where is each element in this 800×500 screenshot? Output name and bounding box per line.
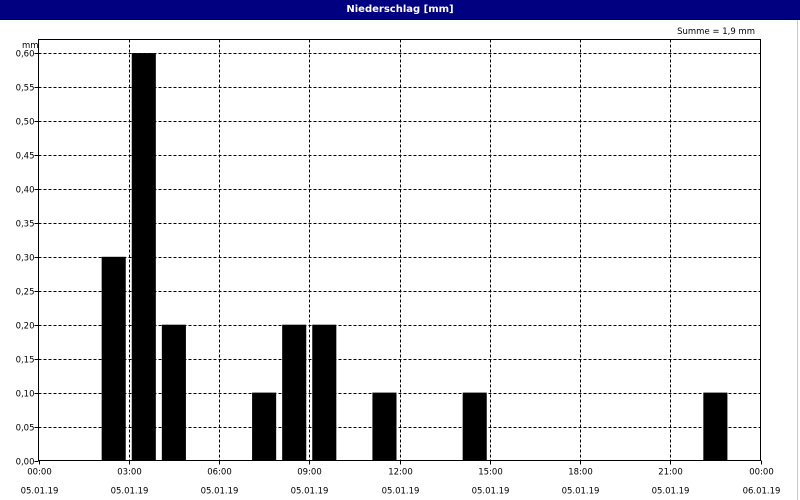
x-tick-date-label: 05.01.19 — [111, 487, 149, 497]
y-tick-label: 0,25 — [16, 288, 35, 298]
x-tick-time-label: 06:00 — [207, 468, 232, 478]
x-tick-time-label: 12:00 — [388, 468, 413, 478]
y-tick-label: 0,30 — [16, 254, 35, 264]
y-tick-label: 0,35 — [16, 220, 35, 230]
precipitation-bar — [282, 324, 307, 461]
x-tick-date-label: 06.01.19 — [743, 487, 781, 497]
y-tick-label: 0,50 — [16, 118, 35, 128]
x-tick-time-label: 09:00 — [297, 468, 322, 478]
grid — [38, 39, 761, 461]
y-tick-label: 0,00 — [16, 458, 35, 468]
chart-title: Niederschlag [mm] — [346, 4, 454, 15]
x-tick-time-label: 15:00 — [478, 468, 503, 478]
y-tick-label: 0,55 — [16, 84, 35, 94]
x-tick-time-label: 03:00 — [117, 468, 142, 478]
x-tick-date-label: 05.01.19 — [652, 487, 690, 497]
title-bar: Niederschlag [mm] — [0, 0, 800, 20]
x-tick-date-label: 05.01.19 — [562, 487, 600, 497]
bar-series — [101, 53, 728, 461]
y-tick-label: 0,40 — [16, 186, 35, 196]
precipitation-bar — [703, 392, 728, 461]
plot-frame — [38, 39, 761, 461]
x-tick-time-label: 00:00 — [749, 468, 774, 478]
y-axis-label: mm — [22, 41, 39, 51]
precipitation-chart: mm Summe = 1,9 mm 0,000,050,100,150,200,… — [16, 27, 781, 497]
x-tick-date-label: 05.01.19 — [201, 487, 239, 497]
y-tick-label: 0,20 — [16, 322, 35, 332]
x-tick-time-label: 21:00 — [658, 468, 683, 478]
x-tick-date-label: 05.01.19 — [382, 487, 420, 497]
y-tick-labels: 0,00 0,05 0,10 0,15 0,20 0,25 0,30 0,35 0,40 0,45… — [16, 50, 39, 468]
y-tick-label: 0,45 — [16, 152, 35, 162]
y-tick-label: 0,10 — [16, 390, 35, 400]
precipitation-bar — [372, 392, 397, 461]
precipitation-bar — [131, 53, 156, 461]
precipitation-bar — [101, 256, 126, 461]
precipitation-bar — [161, 324, 186, 461]
y-tick-label: 0,15 — [16, 356, 35, 366]
precipitation-bar — [462, 392, 487, 461]
sum-label: Summe = 1,9 mm — [677, 27, 755, 37]
x-tick-time-label: 18:00 — [568, 468, 593, 478]
window-right-border — [797, 20, 800, 500]
precipitation-bar — [312, 324, 337, 461]
x-tick-labels: 00:00 05.01.19 03:00 05.01.19 06:00 05.01.19 0… — [21, 460, 781, 497]
y-tick-label: 0,05 — [16, 424, 35, 434]
y-tick-label: 0,60 — [16, 50, 35, 60]
x-tick-time-label: 00:00 — [27, 468, 52, 478]
x-tick-date-label: 05.01.19 — [21, 487, 59, 497]
x-tick-date-label: 05.01.19 — [291, 487, 329, 497]
x-tick-date-label: 05.01.19 — [472, 487, 510, 497]
precipitation-bar — [252, 392, 277, 461]
